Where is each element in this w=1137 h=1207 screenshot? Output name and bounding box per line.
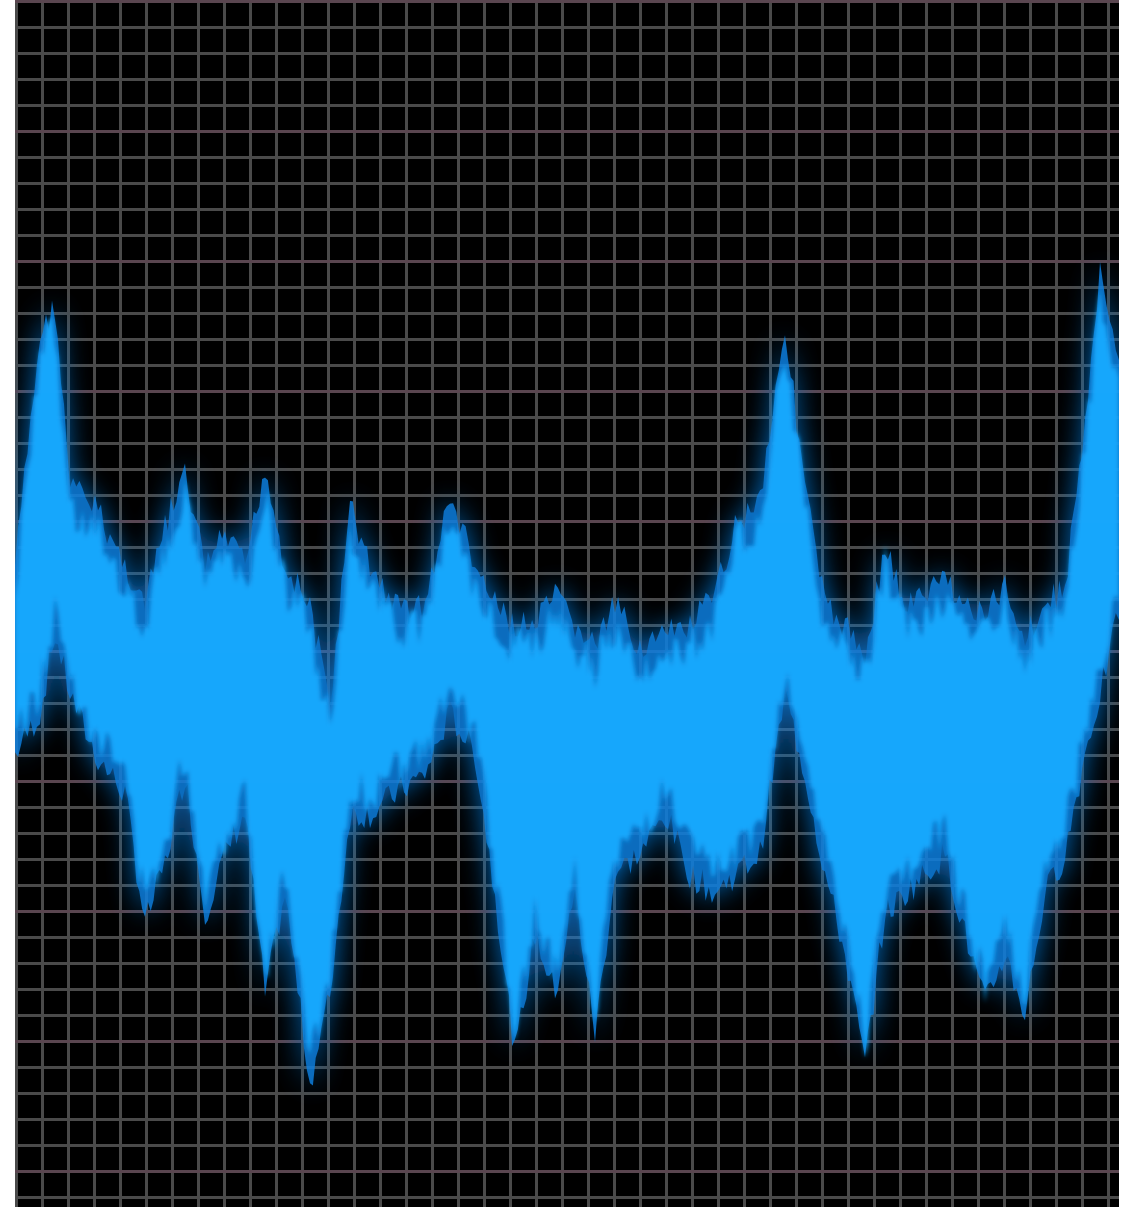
- grid-line-horizontal: [15, 286, 1119, 289]
- grid-line-horizontal: [15, 416, 1119, 419]
- grid-line-vertical: [665, 0, 668, 1207]
- grid-line-horizontal: [15, 208, 1119, 211]
- grid-line-horizontal: [15, 1040, 1119, 1043]
- grid-line-horizontal: [15, 78, 1119, 81]
- grid-line-horizontal: [15, 962, 1119, 965]
- grid-line-vertical: [327, 0, 330, 1207]
- grid-line-horizontal: [15, 260, 1119, 263]
- grid-line-horizontal: [15, 312, 1119, 315]
- grid-line-vertical: [977, 0, 980, 1207]
- grid-line-horizontal: [15, 234, 1119, 237]
- grid-line-horizontal: [15, 182, 1119, 185]
- grid-line-horizontal: [15, 1066, 1119, 1069]
- grid-line-vertical: [535, 0, 538, 1207]
- grid-line-vertical: [587, 0, 590, 1207]
- grid-line-horizontal: [15, 442, 1119, 445]
- grid-line-vertical: [509, 0, 512, 1207]
- grid-line-horizontal: [15, 1196, 1119, 1199]
- grid-line-vertical: [613, 0, 616, 1207]
- grid-line-vertical: [639, 0, 642, 1207]
- grid-line-horizontal: [15, 52, 1119, 55]
- grid-line-horizontal: [15, 988, 1119, 991]
- grid-line-horizontal: [15, 494, 1119, 497]
- grid-line-horizontal: [15, 0, 1119, 3]
- grid-line-horizontal: [15, 26, 1119, 29]
- oscilloscope-screen: [15, 0, 1119, 1207]
- grid-line-vertical: [1055, 0, 1058, 1207]
- grid-line-horizontal: [15, 130, 1119, 133]
- grid-line-horizontal: [15, 338, 1119, 341]
- waveform-shape: [15, 287, 1119, 1058]
- grid-line-horizontal: [15, 520, 1119, 523]
- grid-line-horizontal: [15, 468, 1119, 471]
- waveform-canvas: [15, 0, 1119, 1207]
- grid-line-horizontal: [15, 1092, 1119, 1095]
- grid-line-vertical: [847, 0, 850, 1207]
- grid-line-horizontal: [15, 1170, 1119, 1173]
- grid-line-horizontal: [15, 936, 1119, 939]
- grid-line-horizontal: [15, 364, 1119, 367]
- grid-line-vertical: [1029, 0, 1032, 1207]
- grid-line-horizontal: [15, 156, 1119, 159]
- grid-line-horizontal: [15, 390, 1119, 393]
- grid-line-horizontal: [15, 1144, 1119, 1147]
- grid-line-horizontal: [15, 546, 1119, 549]
- grid-line-vertical: [691, 0, 694, 1207]
- grid-line-horizontal: [15, 572, 1119, 575]
- grid-line-vertical: [873, 0, 876, 1207]
- grid-line-horizontal: [15, 598, 1119, 601]
- grid-line-horizontal: [15, 1014, 1119, 1017]
- grid-line-horizontal: [15, 104, 1119, 107]
- grid-line-horizontal: [15, 1118, 1119, 1121]
- waveform: [15, 287, 1119, 1058]
